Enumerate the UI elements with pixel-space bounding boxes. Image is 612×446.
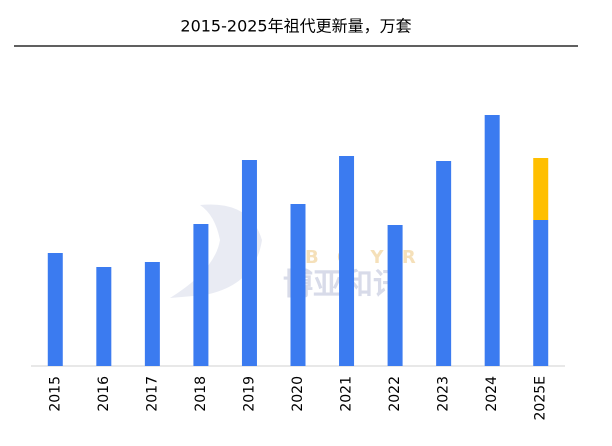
x-tick-label: 2021 [339,376,355,412]
bar [96,267,112,366]
bar [533,158,549,220]
bar [533,220,549,366]
bar [241,160,257,366]
x-tick-label: 2019 [241,376,257,412]
x-tick-label: 2025E [533,376,549,420]
x-tick-label: 2024 [484,376,500,412]
watermark-logo [170,204,262,298]
x-tick-label: 2020 [290,376,306,412]
chart-title: 2015-2025年祖代更新量，万套 [180,17,411,36]
x-tick-label: 2015 [47,376,63,412]
bar [290,204,306,366]
x-tick-label: 2018 [193,376,209,412]
bar [339,156,355,366]
bar [144,262,160,366]
bar [387,225,403,366]
bar [193,224,209,366]
bar [436,161,452,366]
bar [47,253,63,366]
x-tick-label: 2023 [436,376,452,412]
watermark-latin: B O Y R [305,247,422,268]
x-tick-label: 2017 [144,376,160,412]
x-tick-label: 2016 [96,376,112,412]
bar [484,115,500,366]
x-tick-label: 2022 [387,376,403,412]
